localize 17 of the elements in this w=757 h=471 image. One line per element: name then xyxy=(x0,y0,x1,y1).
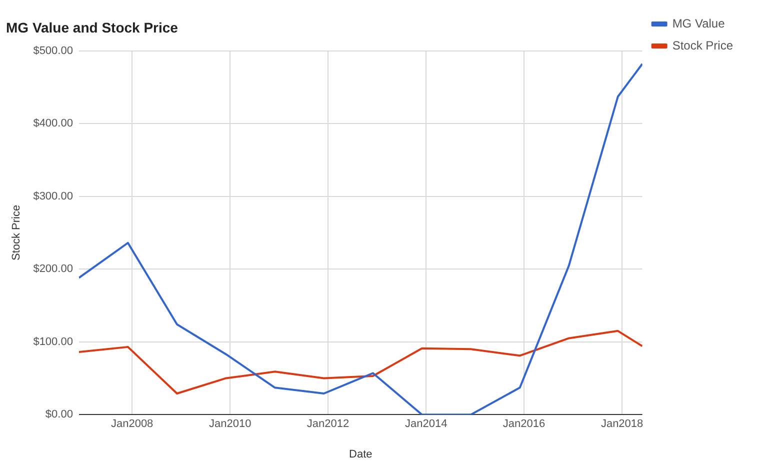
y-tick-label: $0.00 xyxy=(45,408,73,421)
x-tick-label: Jan2010 xyxy=(209,418,252,430)
x-tick-label: Jan2012 xyxy=(306,418,350,430)
legend-label: Stock Price xyxy=(672,38,734,52)
x-tick-label: Jan2018 xyxy=(600,418,644,430)
y-tick-label: $500.00 xyxy=(33,44,73,57)
y-tick-label: $100.00 xyxy=(33,336,73,348)
chart-title: MG Value and Stock Price xyxy=(6,19,178,36)
y-tick-label: $400.00 xyxy=(33,118,73,130)
y-tick-label: $200.00 xyxy=(33,263,73,276)
legend-label: MG Value xyxy=(672,16,726,30)
x-tick-label: Jan2016 xyxy=(502,418,546,430)
y-tick-label: $300.00 xyxy=(33,190,73,202)
y-axis-title: Stock Price xyxy=(10,204,23,261)
x-tick-label: Jan2008 xyxy=(110,418,154,430)
x-tick-label: Jan2014 xyxy=(404,418,448,430)
x-axis-title: Date xyxy=(349,448,372,460)
